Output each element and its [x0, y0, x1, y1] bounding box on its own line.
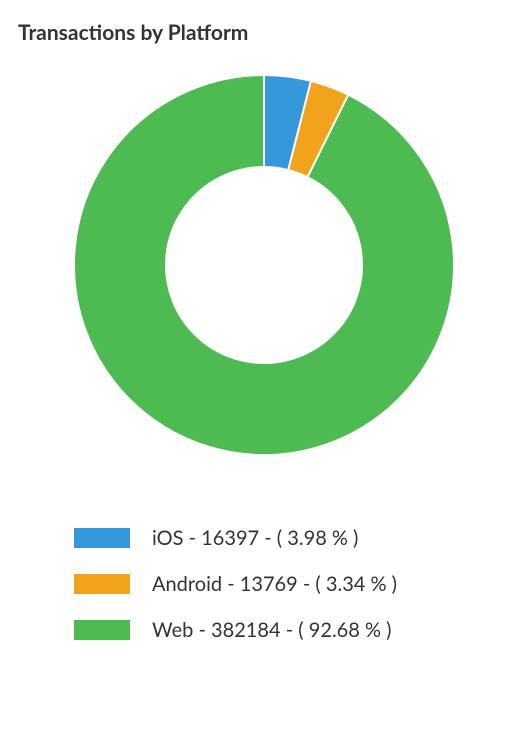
donut-chart: [74, 75, 454, 455]
chart-legend: iOS - 16397 - ( 3.98 % ) Android - 13769 …: [18, 515, 509, 653]
legend-row-android: Android - 13769 - ( 3.34 % ): [74, 561, 509, 607]
chart-title: Transactions by Platform: [18, 20, 509, 45]
legend-label: Android - 13769 - ( 3.34 % ): [152, 572, 397, 596]
legend-swatch: [74, 574, 130, 594]
legend-row-web: Web - 382184 - ( 92.68 % ): [74, 607, 509, 653]
legend-row-ios: iOS - 16397 - ( 3.98 % ): [74, 515, 509, 561]
donut-slice-web: [74, 75, 454, 455]
donut-chart-container: [18, 75, 509, 455]
legend-label: Web - 382184 - ( 92.68 % ): [152, 618, 391, 642]
legend-swatch: [74, 528, 130, 548]
legend-label: iOS - 16397 - ( 3.98 % ): [152, 526, 358, 550]
legend-swatch: [74, 620, 130, 640]
